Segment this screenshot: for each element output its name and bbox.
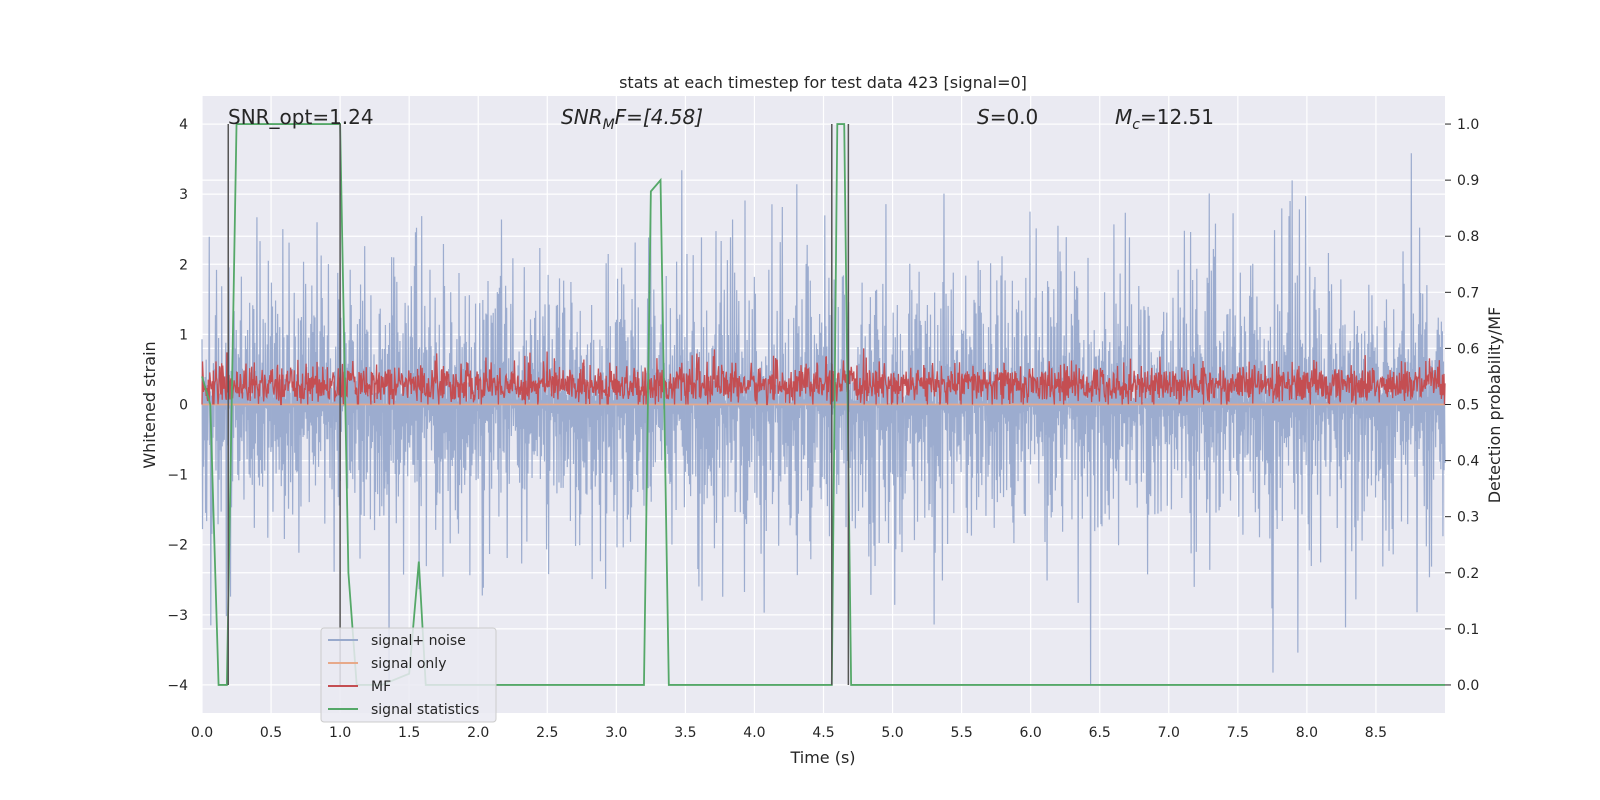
x-tick-label-3: 1.5 [398, 725, 420, 741]
annotation-s-base: S [977, 105, 990, 129]
y-tick-label-0: −4 [167, 678, 188, 694]
vertical-lines [227, 124, 850, 685]
y-right-tick-label-9: 0.9 [1457, 173, 1479, 189]
x-axis-ticks: 0.0 0.5 1.0 1.5 2.0 2.5 3.0 3.5 4.0 4.5 5.0 5.5 6.0 6… [191, 725, 1387, 741]
y-right-tick-label-2: 0.2 [1457, 566, 1479, 582]
y-tick-label-5: 1 [179, 327, 188, 343]
y-right-tick-label-10: 1.0 [1457, 117, 1479, 133]
x-tick-label-0: 0.0 [191, 725, 213, 741]
x-tick-label-1: 0.5 [260, 725, 282, 741]
annotation-mc-rest: =12.51 [1140, 105, 1214, 129]
x-tick-label-14: 7.0 [1158, 725, 1180, 741]
legend-label-signal-noise: signal+ noise [371, 633, 466, 649]
y-tick-label-4: 0 [179, 398, 188, 414]
annotation-snr-mf: SNRMF=[4.58] [561, 105, 703, 133]
x-tick-label-5: 2.5 [536, 725, 558, 741]
x-tick-label-2: 1.0 [329, 725, 351, 741]
x-tick-label-9: 4.5 [812, 725, 834, 741]
series-2-line [201, 348, 1446, 406]
x-axis-label: Time (s) [789, 748, 855, 767]
annotation-mc: Mc=12.51 [1115, 105, 1214, 133]
y-right-tick-label-6: 0.6 [1457, 341, 1479, 357]
legend-label-signal-statistics: signal statistics [371, 702, 479, 718]
y-right-tick-label-4: 0.4 [1457, 454, 1479, 470]
y-right-tick-label-7: 0.7 [1457, 285, 1479, 301]
x-tick-label-6: 3.0 [605, 725, 627, 741]
annotation-snr-mf-base: SNR [561, 105, 603, 129]
y-tick-label-7: 3 [179, 187, 188, 203]
y-tick-label-2: −2 [167, 538, 188, 554]
y-tick-label-1: −3 [167, 608, 188, 624]
legend-box [320, 627, 497, 723]
x-tick-label-4: 2.0 [467, 725, 489, 741]
x-tick-label-16: 8.0 [1296, 725, 1318, 741]
annotation-s: S=0.0 [977, 105, 1038, 129]
annotation-snr-opt: SNR_opt=1.24 [228, 105, 374, 129]
y-right-tick-label-5: 0.5 [1457, 398, 1479, 414]
x-tick-label-10: 5.0 [881, 725, 903, 741]
annotation-mc-sub: c [1132, 117, 1140, 133]
legend-label-mf: MF [371, 679, 391, 695]
chart-title: stats at each timestep for test data 423… [619, 73, 1027, 92]
x-tick-label-12: 6.0 [1020, 725, 1042, 741]
legend-label-signal-only: signal only [371, 656, 446, 672]
annotation-mc-base: M [1115, 105, 1132, 129]
y-right-tick-label-8: 0.8 [1457, 229, 1479, 245]
y-axis-label: Whitened strain [140, 341, 159, 468]
y-tick-label-6: 2 [179, 257, 188, 273]
annotation-s-rest: =0.0 [990, 105, 1039, 129]
y-axis-ticks-right: 0.0 0.1 0.2 0.3 0.4 0.5 0.6 0.7 0.8 0.9 1.0 [1445, 117, 1479, 694]
x-tick-label-13: 6.5 [1089, 725, 1111, 741]
x-tick-label-17: 8.5 [1365, 725, 1387, 741]
y-right-tick-label-3: 0.3 [1457, 510, 1479, 526]
y-axis-ticks-left: −4 −3 −2 −1 0 1 2 3 4 [167, 117, 188, 694]
y-axis-label-right: Detection probability/MF [1485, 307, 1504, 504]
x-tick-label-11: 5.5 [950, 725, 972, 741]
annotation-snr-mf-rest: F=[4.58] [615, 105, 703, 129]
x-tick-label-8: 4.0 [743, 725, 765, 741]
y-right-tick-label-1: 0.1 [1457, 622, 1479, 638]
x-tick-label-15: 7.5 [1227, 725, 1249, 741]
annotation-snr-mf-sub: M [603, 117, 615, 133]
legend: signal+ noise signal only MF signal stat… [320, 627, 497, 723]
y-right-tick-label-0: 0.0 [1457, 678, 1479, 694]
x-tick-label-7: 3.5 [674, 725, 696, 741]
y-tick-label-8: 4 [179, 117, 188, 133]
y-tick-label-3: −1 [167, 468, 188, 484]
